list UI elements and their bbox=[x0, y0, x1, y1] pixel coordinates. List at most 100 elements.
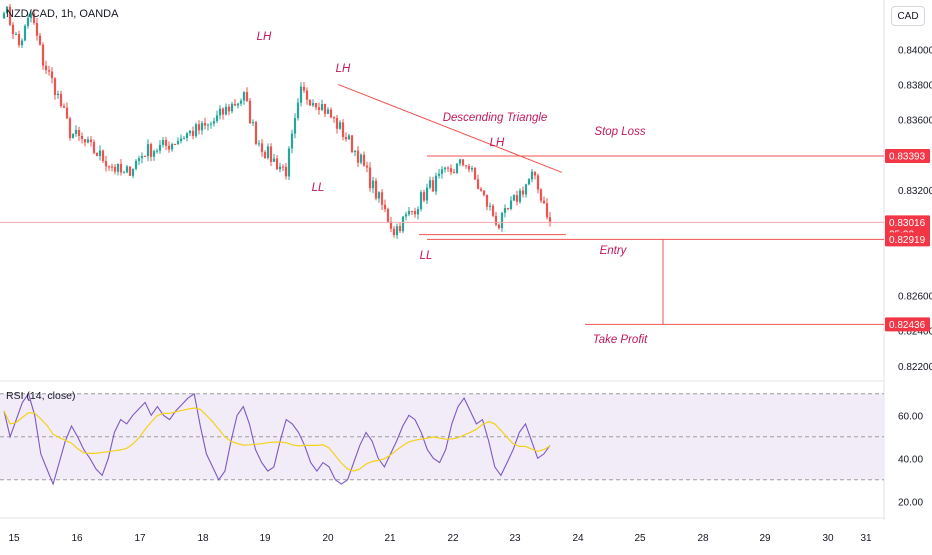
currency-button[interactable]: CAD bbox=[891, 6, 925, 26]
chart-annotation: LL bbox=[420, 250, 433, 262]
y-tick-label: 0.83200 bbox=[898, 186, 932, 197]
x-tick-label: 31 bbox=[860, 533, 872, 544]
candle-body bbox=[56, 93, 60, 96]
candle-body bbox=[350, 135, 354, 153]
candle-body bbox=[239, 100, 243, 104]
triangle-upper-trendline bbox=[337, 83, 563, 173]
candle-body bbox=[122, 172, 126, 174]
y-tick-label: 0.82600 bbox=[898, 292, 932, 303]
candle-body bbox=[128, 166, 132, 176]
candle-body bbox=[245, 92, 249, 101]
chart-annotation: LH bbox=[336, 63, 351, 75]
candle-body bbox=[86, 139, 90, 143]
candle-body bbox=[215, 115, 219, 122]
candle-body bbox=[404, 214, 408, 217]
candle-body bbox=[32, 13, 36, 24]
x-tick-label: 19 bbox=[259, 533, 271, 544]
candle-body bbox=[113, 167, 117, 172]
rsi-title: RSI (14, close) bbox=[6, 390, 76, 402]
candle-body bbox=[176, 141, 180, 145]
candle-body bbox=[380, 192, 384, 205]
candle-body bbox=[398, 226, 402, 232]
candle-body bbox=[539, 189, 543, 201]
y-tick-label: 0.83800 bbox=[898, 80, 932, 91]
candle-body bbox=[410, 210, 414, 212]
candle-body bbox=[494, 215, 498, 225]
candle-body bbox=[413, 211, 417, 215]
x-tick-label: 15 bbox=[8, 533, 20, 544]
candle-body bbox=[518, 190, 522, 202]
candle-body bbox=[470, 168, 474, 170]
rsi-y-tick-label: 20.00 bbox=[898, 497, 923, 508]
candle-body bbox=[347, 135, 351, 140]
chart-annotation: LH bbox=[257, 31, 272, 43]
x-tick-label: 21 bbox=[384, 533, 396, 544]
price-label-text: 0.82919 bbox=[889, 235, 926, 246]
candle-body bbox=[281, 166, 285, 168]
candle-body bbox=[506, 207, 510, 210]
candle-body bbox=[5, 6, 9, 14]
candle-body bbox=[527, 179, 531, 185]
candle-body bbox=[206, 124, 210, 126]
x-tick-label: 30 bbox=[822, 533, 834, 544]
candle-body bbox=[395, 226, 399, 236]
candle-body bbox=[308, 99, 312, 106]
candle-body bbox=[389, 221, 393, 229]
candle-body bbox=[101, 150, 105, 161]
candle-body bbox=[311, 103, 315, 106]
candle-body bbox=[374, 180, 378, 199]
candle-body bbox=[377, 192, 381, 199]
candle-body bbox=[242, 92, 246, 101]
symbol-title: NZD/CAD, 1h, OANDA bbox=[6, 8, 119, 20]
candle-body bbox=[368, 167, 372, 189]
candle-body bbox=[314, 103, 318, 108]
candle-body bbox=[452, 171, 456, 173]
candle-body bbox=[443, 167, 447, 170]
candle-body bbox=[143, 156, 147, 158]
rsi-ma-line bbox=[3, 407, 551, 472]
candle-body bbox=[224, 106, 228, 115]
candle-body bbox=[110, 166, 114, 168]
candle-body bbox=[290, 133, 294, 149]
candle-body bbox=[479, 188, 483, 191]
candle-body bbox=[278, 166, 282, 170]
chart-annotation: Entry bbox=[600, 245, 628, 257]
candle-body bbox=[530, 171, 534, 180]
candle-body bbox=[302, 86, 306, 91]
price-label-text: 0.82436 bbox=[889, 320, 926, 331]
x-tick-label: 29 bbox=[759, 533, 771, 544]
candle-body bbox=[200, 122, 204, 131]
candle-body bbox=[104, 160, 108, 167]
candle-body bbox=[335, 117, 339, 129]
candle-body bbox=[20, 40, 24, 46]
candle-body bbox=[188, 130, 192, 134]
candle-body bbox=[299, 86, 303, 103]
chart-annotation: LL bbox=[312, 182, 325, 194]
candle-body bbox=[119, 163, 123, 173]
candle-body bbox=[275, 158, 279, 170]
candle-body bbox=[59, 93, 63, 107]
x-tick-label: 28 bbox=[697, 533, 709, 544]
candle-body bbox=[131, 168, 135, 176]
candle-body bbox=[77, 129, 81, 136]
candle-body bbox=[74, 129, 78, 135]
candle-body bbox=[500, 212, 504, 229]
candle-body bbox=[98, 150, 102, 157]
candle-body bbox=[269, 146, 273, 162]
candle-body bbox=[212, 121, 216, 124]
candle-body bbox=[455, 163, 459, 173]
candle-body bbox=[107, 166, 111, 168]
candle-body bbox=[47, 70, 51, 72]
candle-body bbox=[92, 142, 96, 153]
candle-body bbox=[287, 148, 291, 177]
candle-body bbox=[26, 17, 30, 26]
candle-body bbox=[233, 103, 237, 106]
candle-body bbox=[320, 103, 324, 110]
y-tick-label: 0.82400 bbox=[898, 327, 932, 338]
candle-body bbox=[53, 78, 57, 96]
candle-body bbox=[497, 224, 501, 229]
rsi-line bbox=[3, 392, 551, 486]
rsi-y-tick-label: 40.00 bbox=[898, 454, 923, 465]
candle-body bbox=[65, 107, 69, 119]
candle-body bbox=[164, 140, 168, 146]
